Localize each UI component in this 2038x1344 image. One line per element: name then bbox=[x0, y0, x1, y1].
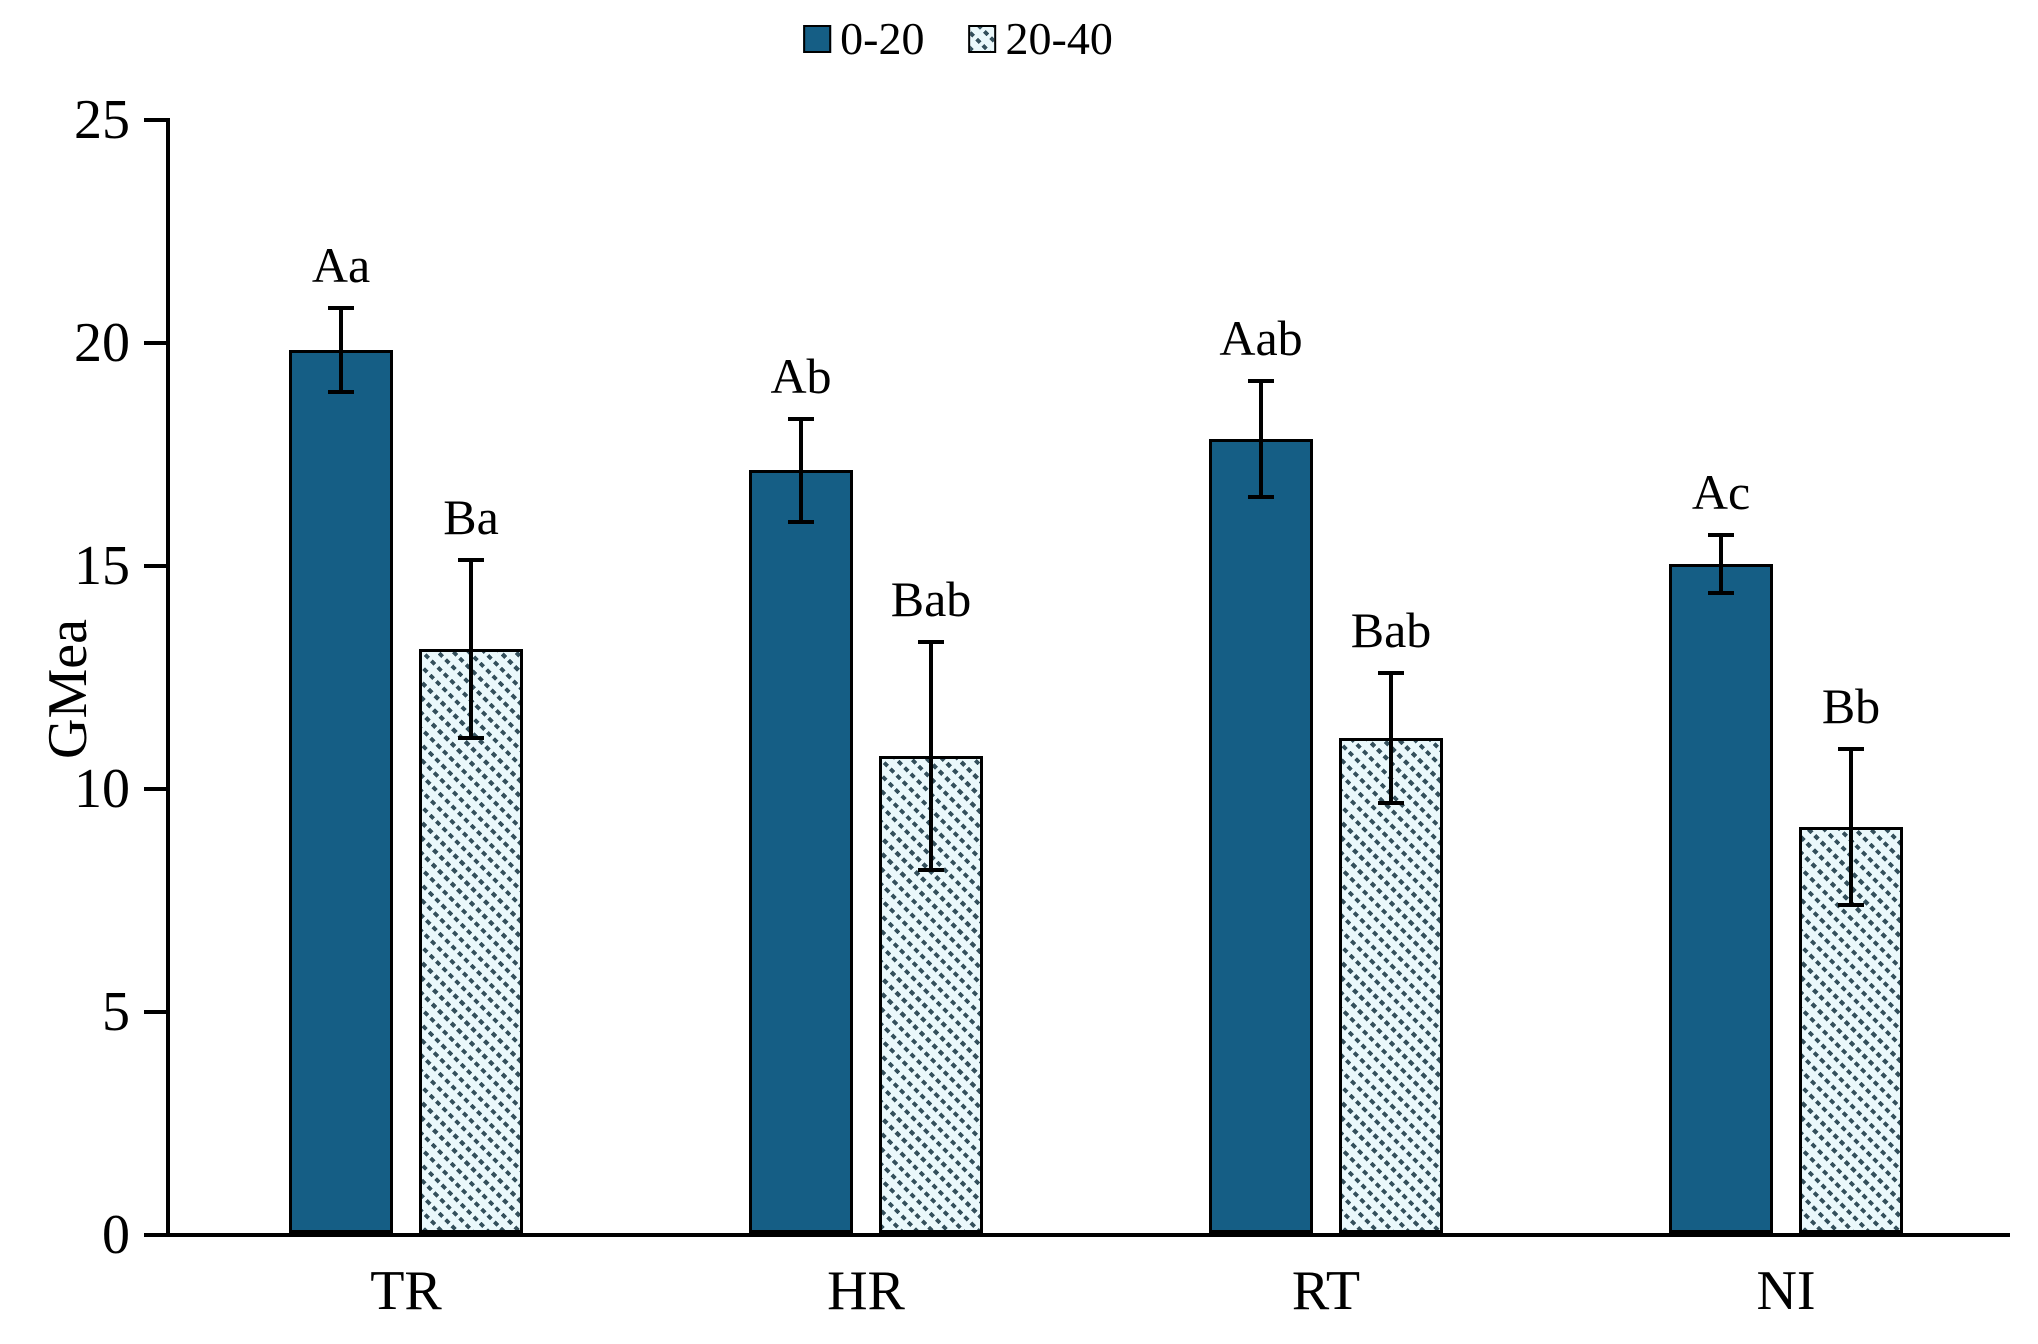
x-axis-label: HR bbox=[827, 1260, 905, 1322]
significance-label: Bb bbox=[1821, 678, 1881, 735]
y-tick-mark bbox=[144, 564, 166, 568]
significance-label: Aa bbox=[311, 236, 371, 293]
error-bar-top-cap bbox=[1378, 671, 1404, 676]
y-axis-line bbox=[166, 118, 170, 1237]
error-bar-top-cap bbox=[1838, 747, 1864, 752]
legend: 0-20 20-40 bbox=[803, 16, 1113, 62]
bar bbox=[289, 349, 393, 1233]
error-bar bbox=[799, 419, 803, 522]
legend-item-0-20: 0-20 bbox=[803, 13, 925, 64]
error-bar bbox=[1849, 749, 1853, 906]
y-tick-label: 0 bbox=[102, 1204, 130, 1266]
significance-label: Aab bbox=[1219, 310, 1303, 367]
error-bar-bottom-cap bbox=[918, 867, 944, 872]
error-bar bbox=[469, 559, 473, 738]
y-tick-label: 25 bbox=[74, 89, 130, 151]
y-tick-mark bbox=[144, 1233, 166, 1237]
error-bar bbox=[339, 307, 343, 393]
y-tick-label: 10 bbox=[74, 758, 130, 820]
bar bbox=[749, 470, 853, 1233]
error-bar-top-cap bbox=[918, 640, 944, 645]
x-axis-label: TR bbox=[370, 1260, 442, 1322]
legend-label: 20-40 bbox=[1005, 13, 1113, 64]
hatched-square-icon bbox=[968, 25, 997, 53]
significance-label: Ac bbox=[1691, 464, 1751, 520]
error-bar bbox=[1719, 535, 1723, 593]
error-bar-top-cap bbox=[328, 305, 354, 310]
bar bbox=[1339, 737, 1443, 1233]
solid-square-icon bbox=[803, 25, 832, 53]
legend-label: 0-20 bbox=[840, 13, 925, 64]
significance-label: Ba bbox=[443, 488, 499, 545]
y-tick-mark bbox=[144, 118, 166, 122]
x-axis-line bbox=[166, 1233, 2010, 1237]
y-tick-mark bbox=[144, 1010, 166, 1014]
error-bar bbox=[1259, 381, 1263, 498]
y-tick-label: 20 bbox=[74, 312, 130, 374]
bar bbox=[1209, 439, 1313, 1233]
error-bar-top-cap bbox=[1248, 379, 1274, 384]
error-bar-bottom-cap bbox=[1378, 800, 1404, 805]
error-bar bbox=[929, 642, 933, 870]
y-tick-mark bbox=[144, 341, 166, 345]
error-bar-top-cap bbox=[1708, 533, 1734, 537]
significance-label: Bab bbox=[1350, 602, 1432, 659]
error-bar-top-cap bbox=[458, 557, 484, 562]
error-bar bbox=[1389, 673, 1393, 803]
legend-item-20-40: 20-40 bbox=[968, 13, 1113, 64]
error-bar-bottom-cap bbox=[1838, 903, 1864, 908]
bar bbox=[1669, 564, 1773, 1233]
error-bar-top-cap bbox=[788, 417, 814, 422]
error-bar-bottom-cap bbox=[788, 519, 814, 524]
y-tick-mark bbox=[144, 787, 166, 791]
error-bar-bottom-cap bbox=[1248, 495, 1274, 500]
x-axis-label: NI bbox=[1756, 1260, 1816, 1322]
significance-label: Ab bbox=[770, 348, 832, 405]
error-bar-bottom-cap bbox=[458, 735, 484, 740]
bar bbox=[419, 648, 523, 1233]
x-axis-label: RT bbox=[1291, 1260, 1361, 1322]
y-tick-label: 5 bbox=[102, 981, 130, 1043]
error-bar-bottom-cap bbox=[328, 390, 354, 395]
y-tick-label: 15 bbox=[74, 535, 130, 597]
significance-label: Bab bbox=[890, 571, 972, 628]
error-bar-bottom-cap bbox=[1708, 590, 1734, 595]
